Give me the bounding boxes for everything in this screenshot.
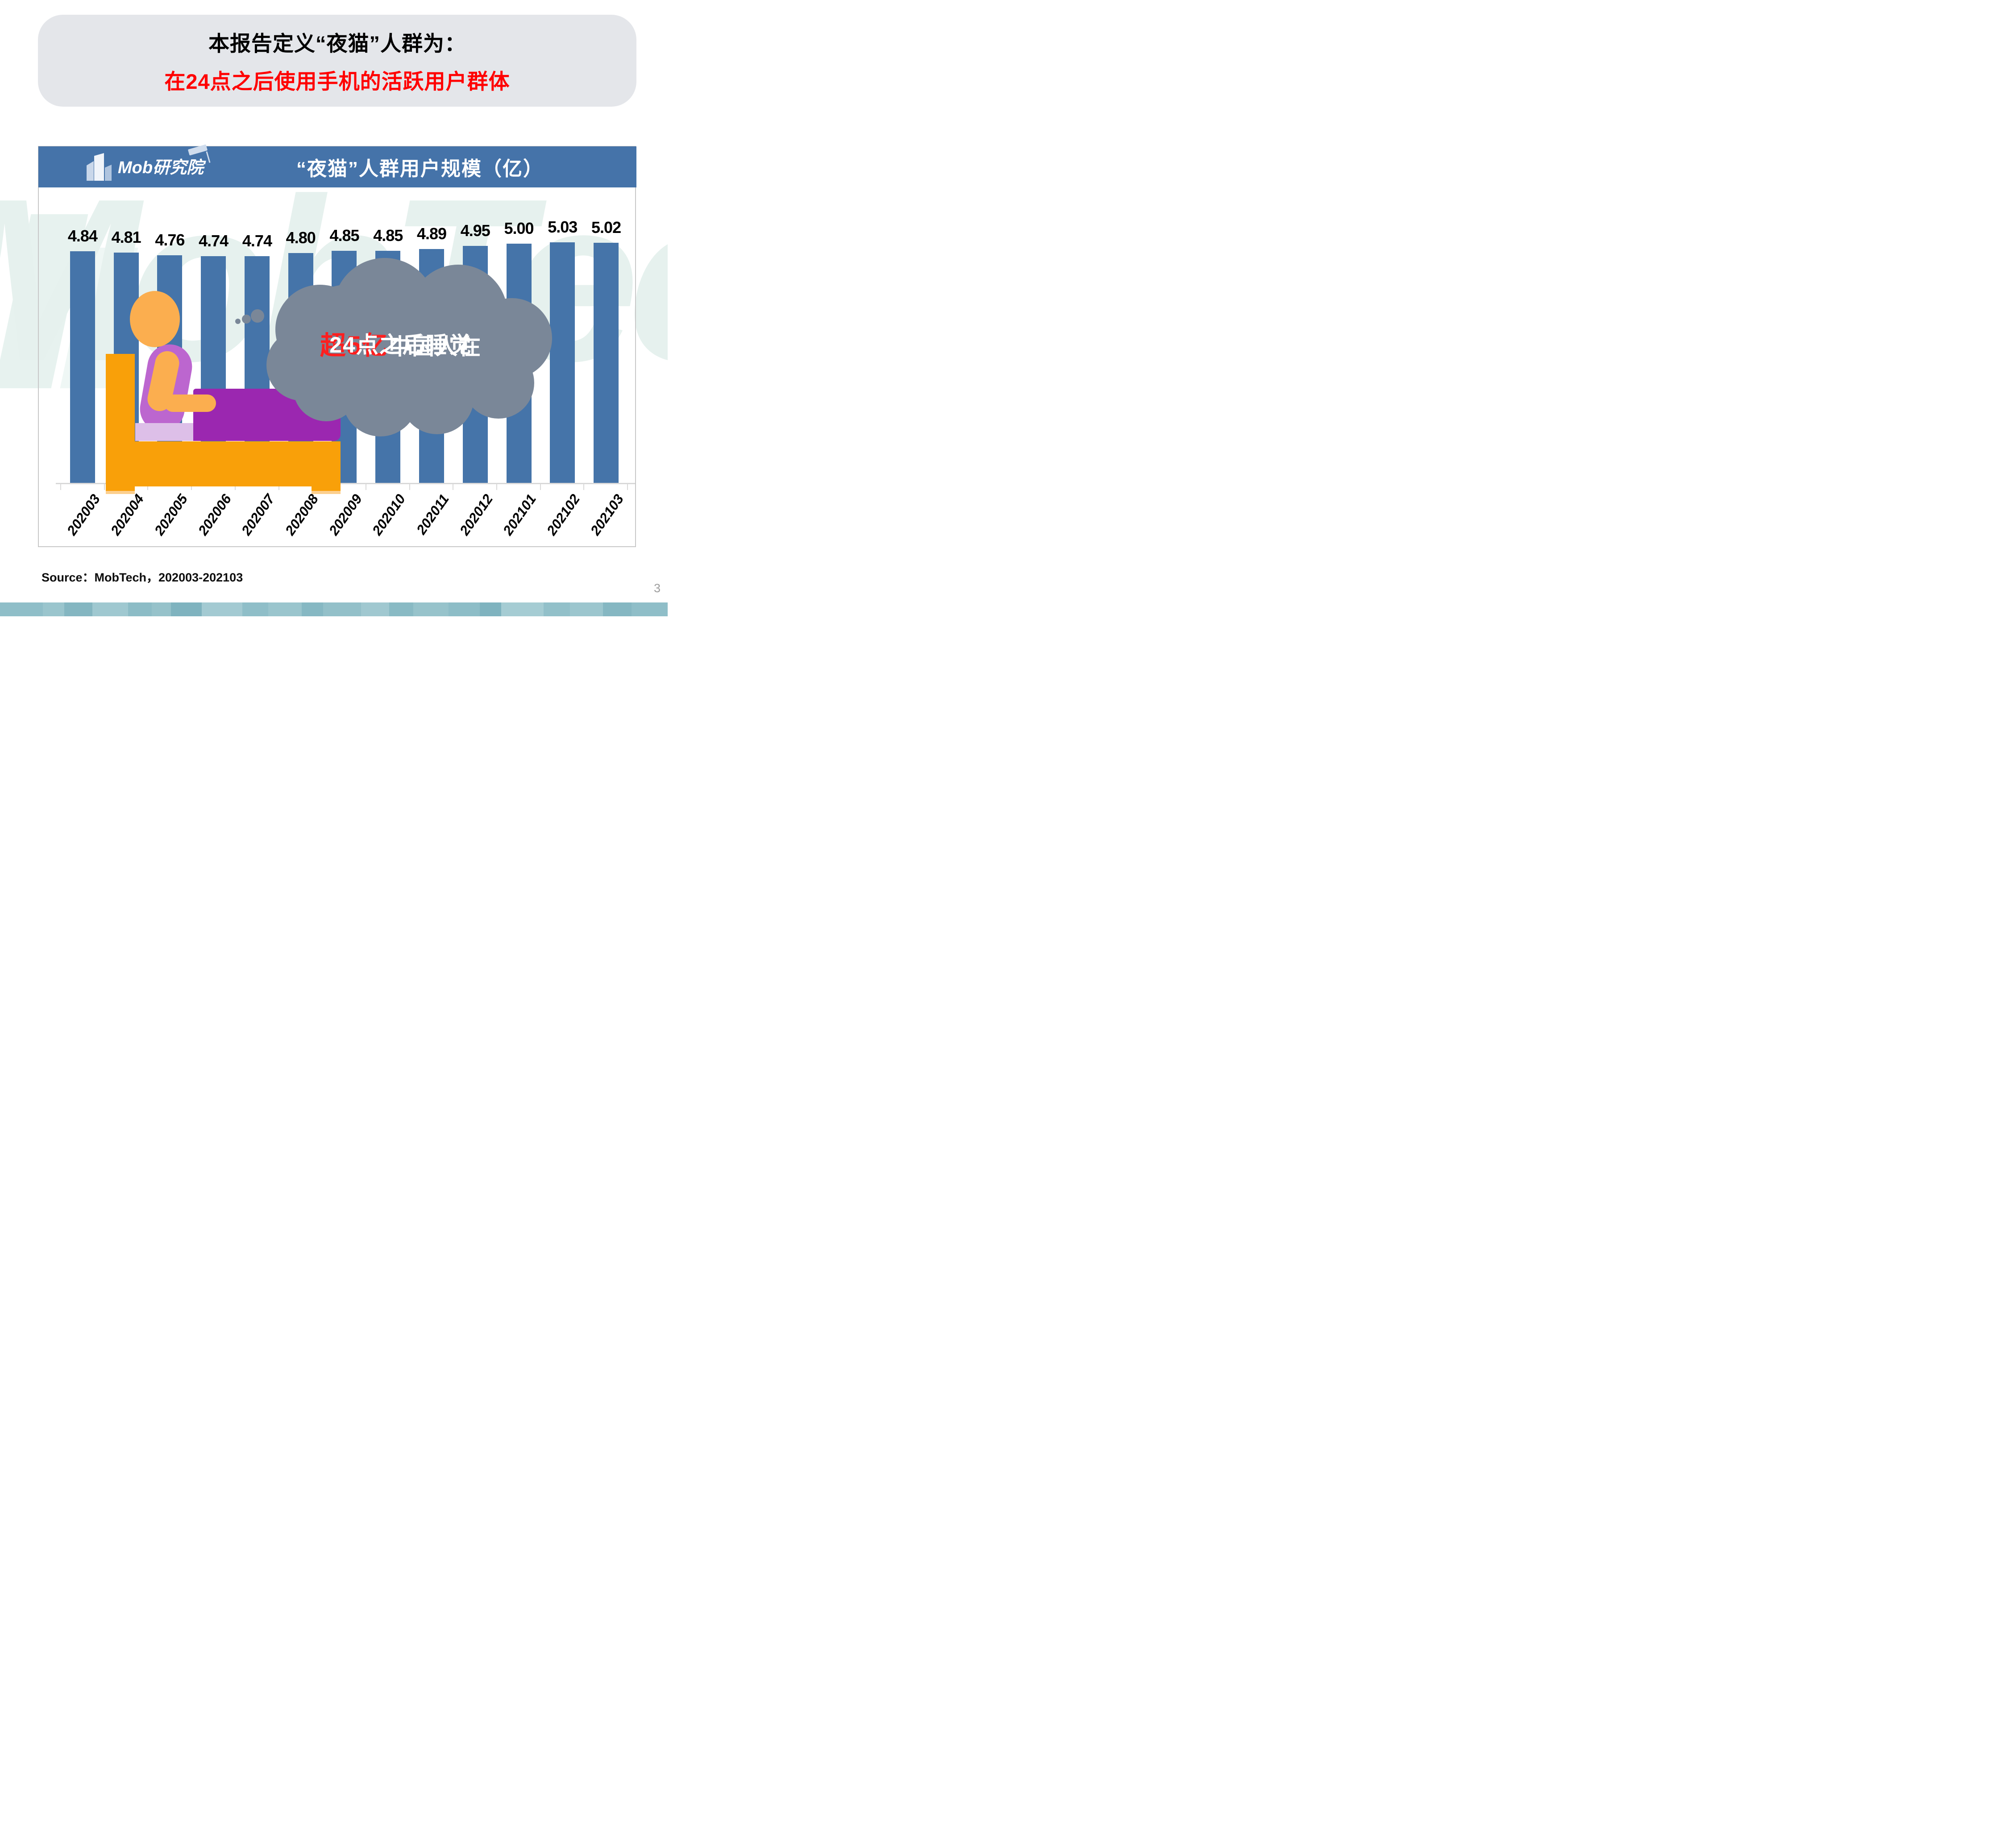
bar-value-label: 4.85: [373, 226, 403, 245]
x-axis-label: 202006: [195, 491, 234, 538]
x-axis-label: 202012: [456, 491, 496, 538]
x-axis-label: 202005: [151, 491, 191, 538]
x-axis-label: 202010: [369, 491, 409, 538]
page-number: 3: [653, 581, 661, 595]
source-note: Source：MobTech，202003-202103: [42, 571, 243, 584]
callout-highlight: 超5亿: [320, 331, 389, 360]
axis-tick: [234, 484, 236, 490]
slide: MobTech袤博 本报告定义“夜猫”人群为： 在24点之后使用手机的活跃用户群…: [0, 0, 668, 616]
x-axis-label: 202009: [325, 491, 365, 538]
chart-card: Mob研究院 “夜猫”人群用户规模（亿） 4.84 4.81 4.76 4.74 4.7…: [38, 144, 636, 547]
bar-value-label: 4.89: [416, 224, 447, 243]
accent-segment: [92, 602, 129, 616]
bar: [594, 243, 619, 483]
bar-value-label: 4.76: [155, 231, 185, 249]
x-axis-line: [56, 483, 635, 484]
bed-headboard: [106, 354, 135, 494]
accent-segment: [152, 602, 171, 616]
accent-segment: [202, 602, 242, 616]
axis-tick: [540, 484, 541, 490]
cloud-text: 超5亿 中国人在 24点之后睡觉: [284, 271, 517, 415]
accent-segment: [632, 602, 668, 616]
accent-segment: [128, 602, 152, 616]
thought-cloud: 超5亿 中国人在 24点之后睡觉: [235, 258, 552, 436]
accent-segment: [301, 602, 323, 616]
axis-tick: [147, 484, 149, 490]
x-axis-label: 202004: [108, 491, 147, 538]
bar-value-label: 4.95: [460, 221, 490, 240]
x-axis-label: 202011: [413, 491, 453, 537]
bed-base: [106, 441, 341, 486]
x-axis-label: 202007: [238, 491, 278, 538]
title-line-1: 本报告定义“夜猫”人群为：: [208, 32, 466, 55]
accent-segment: [389, 602, 413, 616]
bar-column: 4.84: [61, 187, 104, 483]
title-line-2: 在24点之后使用手机的活跃用户群体: [164, 70, 510, 93]
axis-tick: [278, 484, 279, 490]
accent-segment: [323, 602, 361, 616]
title-box: 本报告定义“夜猫”人群为： 在24点之后使用手机的活跃用户群体: [38, 15, 636, 107]
bar-value-label: 4.74: [199, 232, 229, 250]
x-axis-label: 202003: [64, 491, 104, 538]
chart-header: Mob研究院 “夜猫”人群用户规模（亿）: [38, 144, 636, 187]
bar: [550, 242, 575, 483]
axis-tick: [60, 484, 61, 490]
bar-value-label: 4.80: [286, 228, 316, 247]
accent-segment: [603, 602, 632, 616]
accent-segment: [361, 602, 390, 616]
bed-leg-foot: [106, 491, 135, 494]
person-forearm: [164, 395, 216, 412]
mob-logo: Mob研究院: [87, 144, 211, 181]
axis-tick: [409, 484, 410, 490]
x-axis-label: 202102: [544, 491, 583, 538]
thought-dot: [235, 319, 241, 324]
accent-segment: [64, 602, 93, 616]
callout-line1-rest: 中国人在: [389, 334, 482, 359]
building-icon: [87, 153, 112, 181]
mattress: [135, 423, 193, 441]
x-axis-label: 202008: [282, 491, 322, 538]
person-head: [130, 291, 180, 347]
bar: [70, 251, 95, 483]
bar-value-label: 4.81: [111, 228, 141, 246]
thought-dot: [242, 315, 251, 324]
accent-segment: [501, 602, 544, 616]
x-axis-label: 202101: [500, 491, 540, 538]
bar-value-label: 4.85: [329, 226, 359, 245]
bar-column: 5.03: [540, 187, 584, 483]
bottom-accent-bar: [0, 602, 668, 616]
accent-segment: [242, 602, 269, 616]
cloud-core: [298, 285, 503, 396]
bar-value-label: 5.03: [548, 218, 578, 236]
accent-segment: [0, 602, 43, 616]
axis-tick: [583, 484, 585, 490]
accent-segment: [413, 602, 449, 616]
accent-segment: [544, 602, 570, 616]
accent-segment: [42, 602, 64, 616]
chart-title: “夜猫”人群用户规模（亿）: [296, 158, 544, 180]
axis-tick: [627, 484, 628, 490]
axis-tick: [191, 484, 192, 490]
bar-value-label: 4.84: [67, 227, 98, 245]
logo-text: Mob研究院: [118, 158, 204, 177]
bar-value-label: 5.00: [504, 219, 534, 237]
accent-segment: [569, 602, 603, 616]
thought-dot: [251, 309, 264, 323]
bar-column: 5.02: [584, 187, 628, 483]
accent-segment: [449, 602, 480, 616]
accent-segment: [268, 602, 302, 616]
bar-value-label: 5.02: [591, 218, 621, 237]
accent-segment: [171, 602, 202, 616]
axis-tick: [104, 484, 105, 490]
axis-tick: [496, 484, 497, 490]
accent-segment: [479, 602, 501, 616]
x-axis-label: 202103: [587, 491, 627, 538]
bed-leg-foot: [312, 491, 341, 494]
callout-line2: 24点之后睡觉: [329, 332, 472, 357]
bar-value-label: 4.74: [242, 232, 272, 250]
